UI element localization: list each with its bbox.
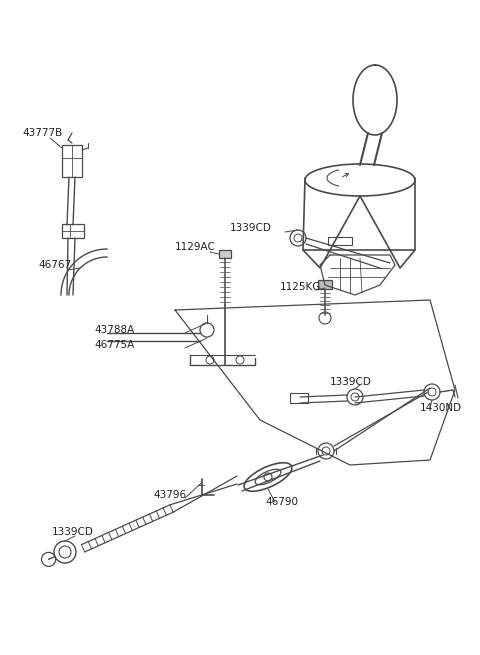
Bar <box>328 237 352 245</box>
Bar <box>219 250 231 258</box>
Text: 43796: 43796 <box>153 490 186 500</box>
Text: 46775A: 46775A <box>94 340 134 350</box>
Text: 46790: 46790 <box>265 497 298 507</box>
Text: 1430ND: 1430ND <box>420 403 462 413</box>
Text: 43788A: 43788A <box>94 325 134 335</box>
Text: 1339CD: 1339CD <box>230 223 272 233</box>
Bar <box>290 393 308 403</box>
Text: 1125KG: 1125KG <box>280 282 322 292</box>
Text: 1339CD: 1339CD <box>330 377 372 387</box>
Text: 1339CD: 1339CD <box>52 527 94 537</box>
Bar <box>62 145 82 177</box>
Text: 43777B: 43777B <box>22 128 62 138</box>
Text: 46767: 46767 <box>38 260 71 270</box>
Bar <box>318 280 332 289</box>
Bar <box>62 224 84 238</box>
Text: 1129AC: 1129AC <box>175 242 216 252</box>
